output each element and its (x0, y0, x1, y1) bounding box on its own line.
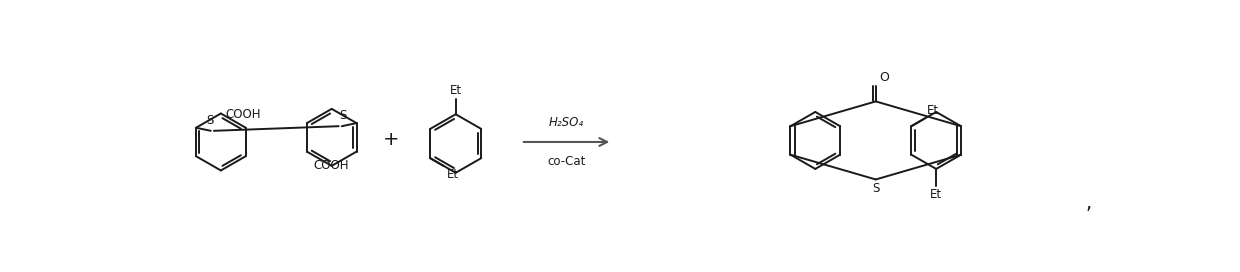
Text: H₂SO₄: H₂SO₄ (549, 116, 584, 129)
Text: Et: Et (926, 104, 939, 117)
Text: S: S (339, 109, 346, 122)
Text: Et: Et (446, 168, 459, 181)
Text: Et: Et (450, 84, 461, 97)
Text: Et: Et (930, 188, 942, 201)
Text: co-Cat: co-Cat (547, 155, 585, 168)
Text: COOH: COOH (226, 108, 262, 121)
Text: S: S (206, 114, 213, 127)
Text: +: + (383, 130, 399, 149)
Text: ,: , (1086, 194, 1092, 213)
Text: S: S (872, 182, 879, 195)
Text: COOH: COOH (312, 159, 348, 172)
Text: O: O (879, 72, 889, 85)
